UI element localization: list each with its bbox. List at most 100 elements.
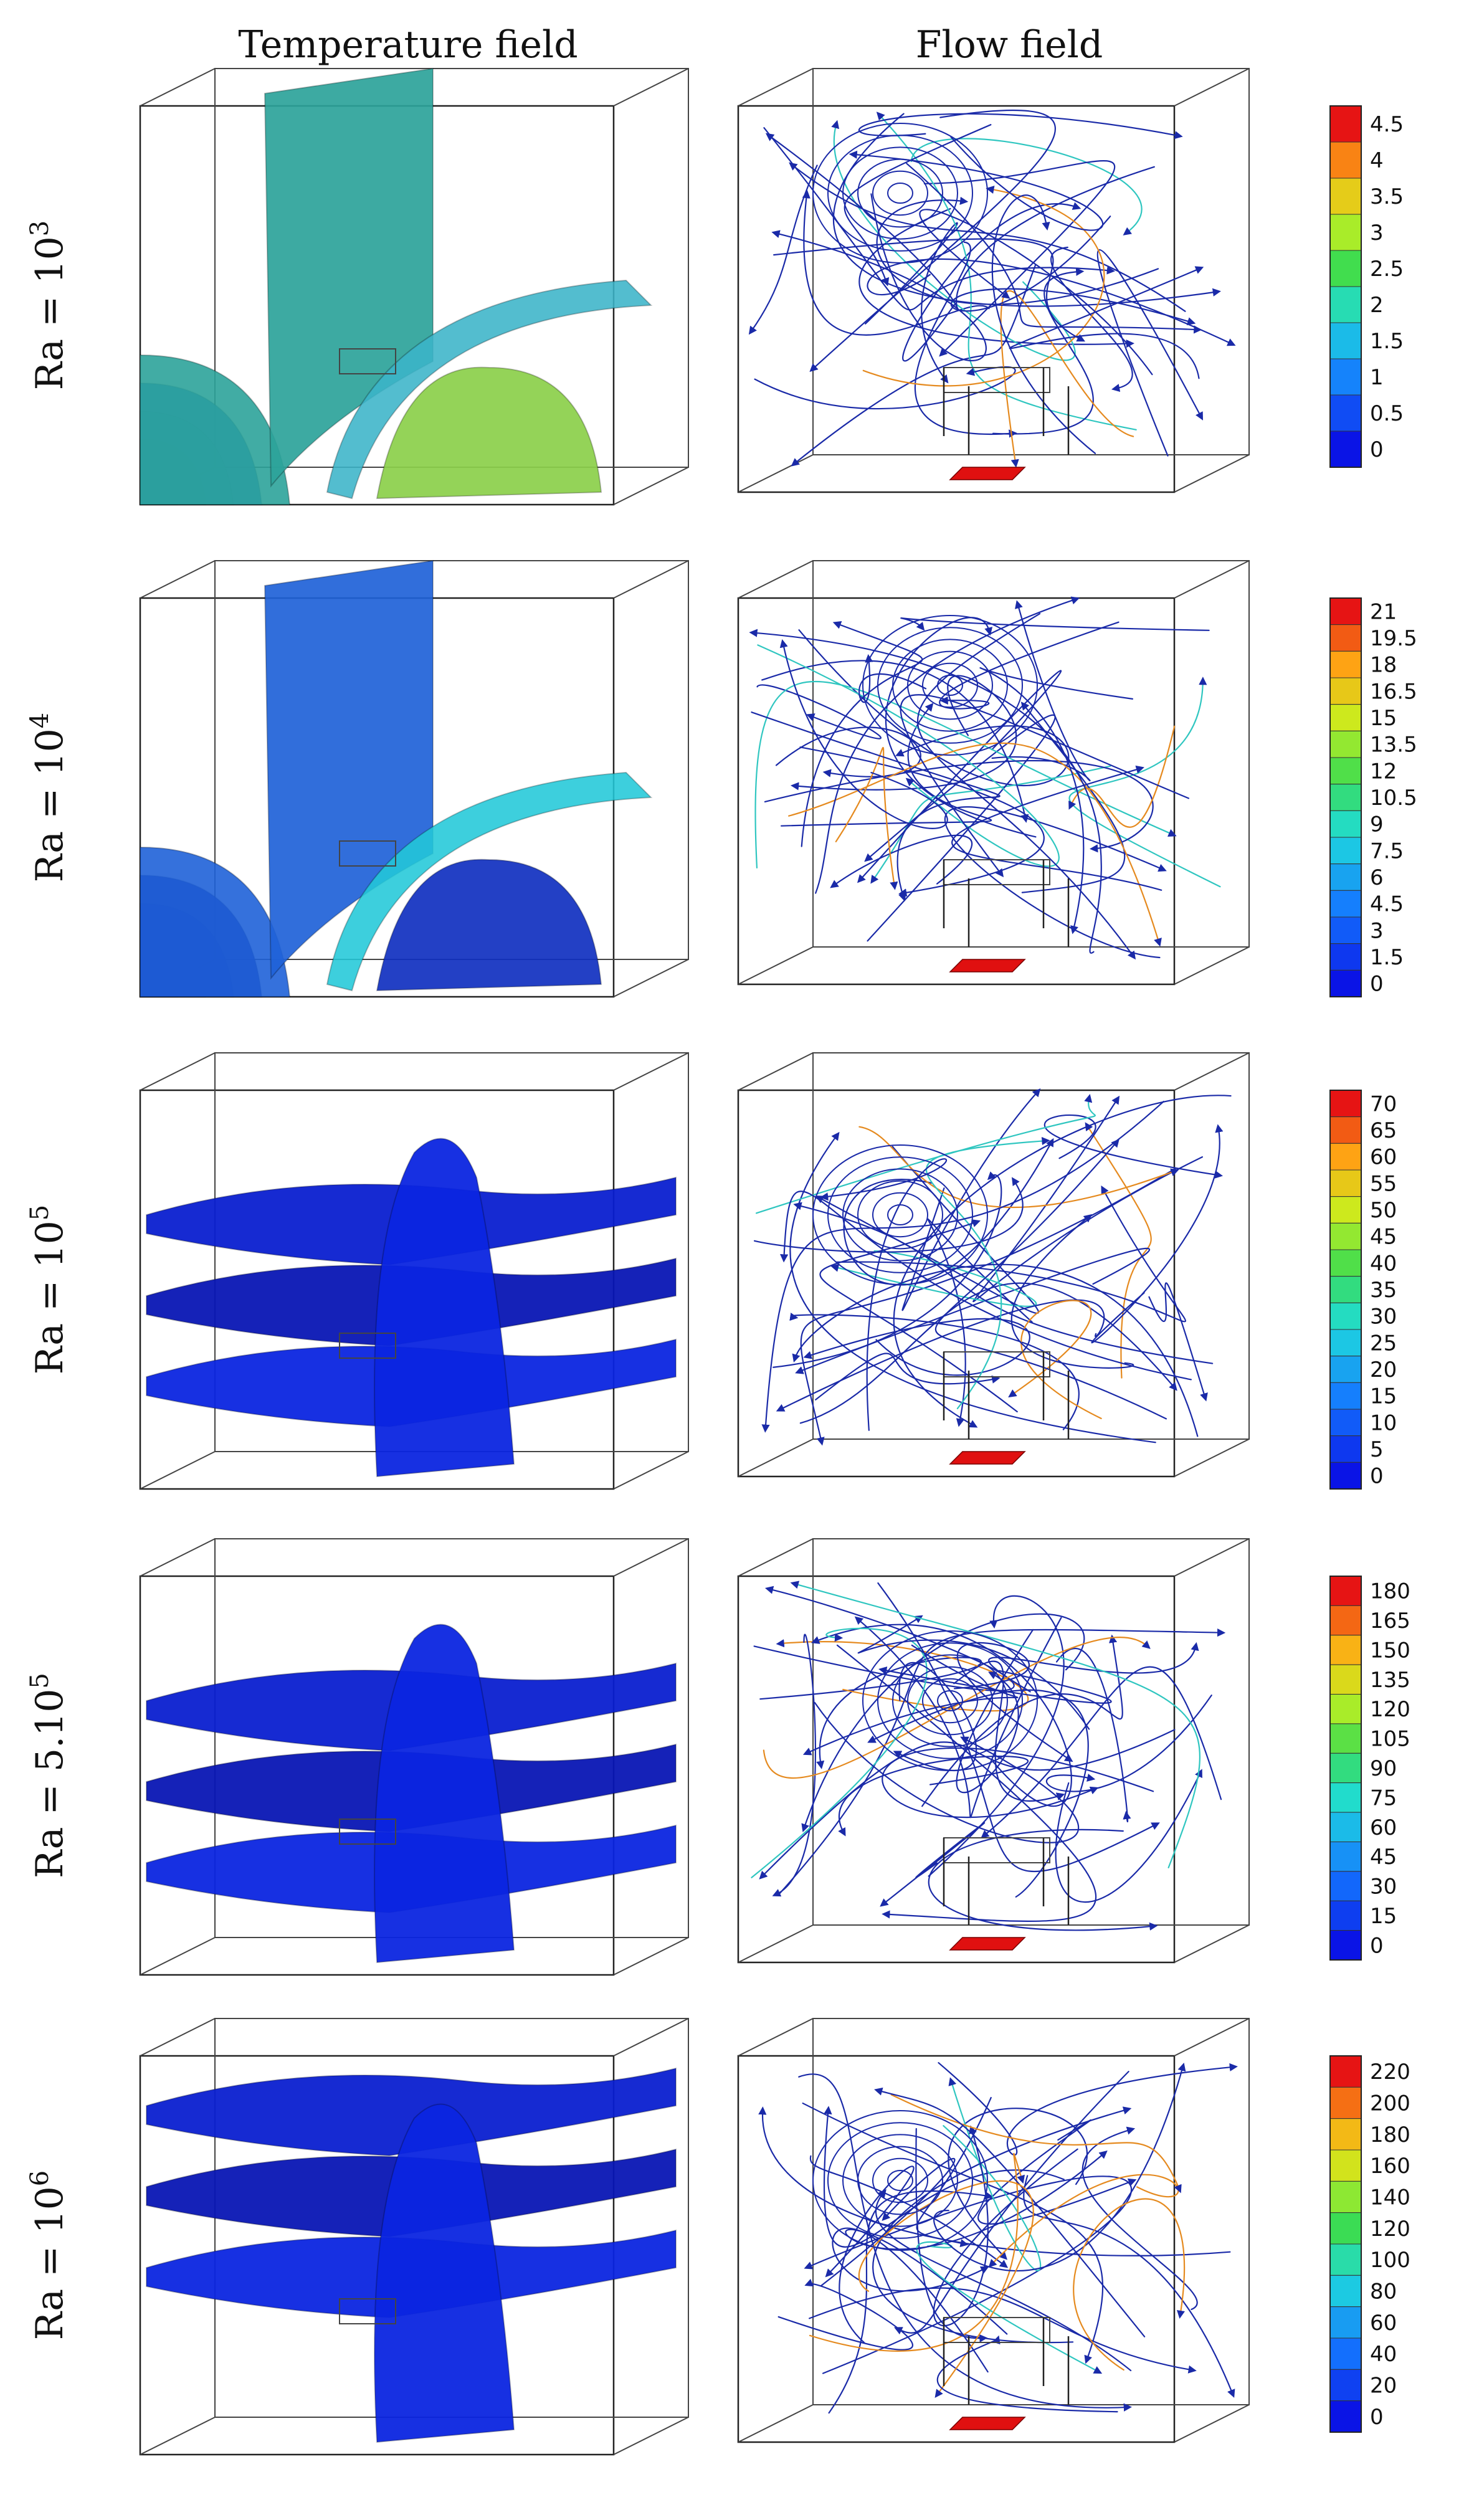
- row-label-exponent: 6: [26, 2171, 54, 2186]
- vortex-loop: [922, 662, 978, 708]
- streamline: [864, 714, 1056, 942]
- streamline: [936, 2335, 1118, 2413]
- colorbar-cell: [1329, 1694, 1362, 1724]
- streamline: [991, 600, 1091, 782]
- isosurface-arch: [326, 279, 653, 500]
- colorbar-tick-label: 75: [1370, 1785, 1397, 1810]
- vortex-loop: [887, 2170, 913, 2191]
- colorbar-tick-label: 200: [1370, 2091, 1410, 2116]
- streamline: [900, 617, 1210, 631]
- heat-source: [949, 1937, 1026, 1951]
- heater-frame: [339, 2298, 396, 2324]
- colorbar-cell: [1329, 890, 1362, 918]
- streamline: [779, 639, 948, 829]
- streamline: [934, 1139, 1167, 1420]
- colorbar-tick-label: 35: [1370, 1278, 1397, 1303]
- vortex-loop: [827, 1156, 973, 1273]
- streamline: [862, 186, 1105, 387]
- streamline: [801, 1613, 1085, 1833]
- vortex-loop: [887, 1204, 913, 1225]
- colorbar-tick-label: 40: [1370, 1251, 1397, 1276]
- streamline: [1148, 1282, 1208, 1402]
- temperature-panel: [139, 1052, 689, 1490]
- colorbar-cell: [1329, 2306, 1362, 2339]
- streamline: [754, 680, 1177, 869]
- streamline: [877, 1582, 1160, 1872]
- colorbar-tick-label: 120: [1370, 1697, 1410, 1722]
- streamline: [757, 644, 1060, 867]
- streamline: [771, 193, 987, 361]
- row-label-base: Ra = 10: [28, 2186, 72, 2340]
- heat-source: [949, 1451, 1026, 1465]
- colorbar-cell: [1329, 730, 1362, 758]
- isosurface: [140, 354, 291, 505]
- streamline: [755, 1093, 1096, 1214]
- colorbar-cell: [1329, 2243, 1362, 2276]
- streamline: [948, 2108, 1088, 2260]
- streamline: [870, 765, 1111, 884]
- vortex-loop: [937, 1690, 963, 1711]
- colorbar-cell: [1329, 322, 1362, 359]
- streamline: [802, 2102, 1103, 2364]
- streamline: [761, 660, 1029, 823]
- colorbar-cell: [1329, 704, 1362, 731]
- row-ra-4: Ra = 5.105180165150135120105907560453015…: [26, 1538, 1410, 1976]
- isosurface-plume: [374, 1624, 515, 1964]
- streamline: [775, 726, 921, 777]
- colorbar-cell: [1329, 214, 1362, 251]
- streamline: [956, 1628, 1034, 1794]
- streamline: [944, 806, 1167, 959]
- streamline: [1009, 266, 1204, 379]
- streamline: [1091, 1124, 1224, 1344]
- streamline: [809, 2155, 1009, 2268]
- colorbar-cell: [1329, 1143, 1362, 1171]
- colorbar-tick-label: 13.5: [1370, 733, 1417, 758]
- colorbar-cell: [1329, 250, 1362, 287]
- vortex-loop: [877, 627, 1023, 744]
- colorbar-cell: [1329, 2118, 1362, 2151]
- row-label-exponent: 5: [26, 1673, 54, 1688]
- flow-panel: [737, 68, 1250, 493]
- colorbar-tick-label: 30: [1370, 1305, 1397, 1329]
- streamline: [802, 189, 990, 336]
- heater-frame: [339, 1819, 396, 1845]
- colorbar-cell: [1329, 624, 1362, 652]
- flow-box: [737, 1052, 1250, 1478]
- streamline: [910, 138, 1143, 235]
- isosurface-plume: [374, 1138, 515, 1478]
- streamline: [809, 2153, 1025, 2352]
- streamline: [928, 1595, 1065, 1877]
- temperature-panel: [139, 2018, 689, 2456]
- vortex-loop: [812, 2110, 988, 2251]
- streamline: [793, 1202, 1214, 1364]
- colorbar-cell: [1329, 1196, 1362, 1224]
- colorbar-cell: [1329, 2149, 1362, 2182]
- streamline: [843, 1138, 1054, 1286]
- colorbar-cell: [1329, 1723, 1362, 1754]
- streamline: [825, 2166, 915, 2344]
- colorbar-cell: [1329, 1664, 1362, 1695]
- colorbar-tick-label: 135: [1370, 1668, 1410, 1693]
- colorbar-cell: [1329, 2180, 1362, 2213]
- colorbar-tick-label: 220: [1370, 2060, 1410, 2085]
- colorbar-tick-label: 120: [1370, 2217, 1410, 2242]
- streamline: [919, 209, 1153, 376]
- colorbar-tick-label: 180: [1370, 2123, 1410, 2147]
- colorbar-tick-label: 10.5: [1370, 786, 1417, 811]
- colorbar-tick-label: 60: [1370, 1815, 1397, 1840]
- flow-panel: [737, 2018, 1250, 2443]
- streamline: [928, 1828, 1158, 1931]
- streamline: [906, 163, 1202, 334]
- colorbar-tick-label: 20: [1370, 1357, 1397, 1382]
- streamline: [878, 1667, 1112, 1704]
- streamline: [953, 1660, 1065, 1802]
- colorbar-tick-label: 3: [1370, 918, 1384, 943]
- colorbar-cell: [1329, 2400, 1362, 2433]
- vortex-loop: [892, 1654, 1008, 1747]
- colorbar-frame: [1329, 1090, 1362, 1490]
- streamline: [792, 1263, 1199, 1437]
